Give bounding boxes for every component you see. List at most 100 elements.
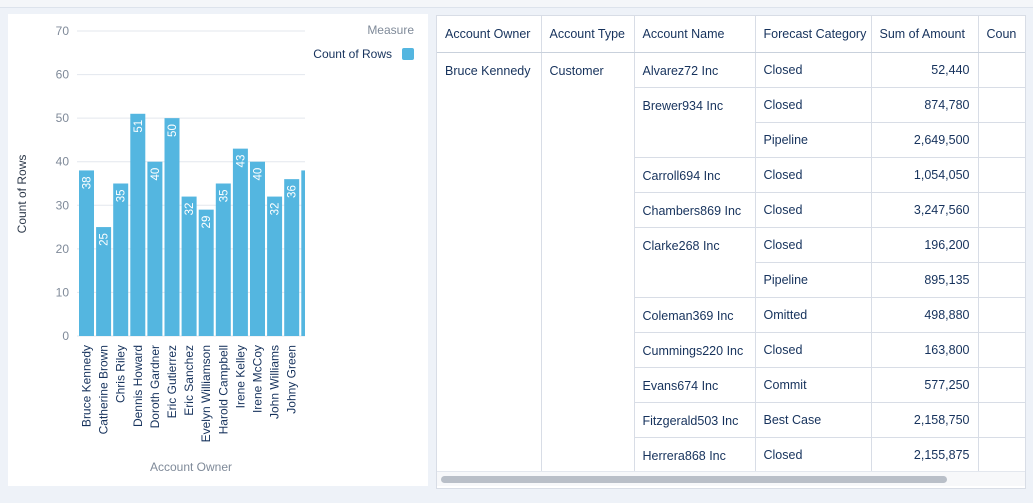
cell-account-name: Clarke268 Inc	[634, 227, 756, 298]
x-tick-label: Johny Green	[285, 345, 299, 414]
column-header[interactable]: Account Owner	[437, 16, 542, 53]
chart-bar	[198, 209, 214, 336]
cell-account-name: Herrera868 Inc	[634, 437, 756, 473]
cell-sum-of-amount: 577,250	[871, 367, 979, 403]
table-row[interactable]: Chambers869 Inc Closed 3,247,560	[437, 192, 1025, 228]
column-header[interactable]: Account Type	[541, 16, 635, 53]
cell-sum-of-amount: 3,247,560	[871, 192, 979, 228]
bar-value-label: 35	[218, 190, 230, 203]
data-table-panel: Account Owner Account Type Account Name For…	[436, 15, 1026, 489]
cell-count	[978, 157, 1025, 193]
cell-forecast-category: Closed	[755, 52, 872, 88]
chart-bar	[301, 170, 305, 336]
x-tick-label: Doroth Gardner	[148, 345, 162, 428]
chart-bar	[232, 148, 248, 336]
column-header[interactable]: Coun	[978, 16, 1025, 53]
cell-sum-of-amount: 52,440	[871, 52, 979, 88]
cell-forecast-category: Closed	[755, 332, 872, 368]
top-strip	[0, 0, 1033, 8]
table-row[interactable]: Coleman369 Inc Omitted 498,880	[437, 297, 1025, 333]
x-tick-label: Bruce Kennedy	[80, 345, 94, 427]
x-tick-label: Catherine Brown	[97, 345, 111, 434]
cell-sum-of-amount: 1,054,050	[871, 157, 979, 193]
table-row[interactable]: Evans674 Inc Commit 577,250	[437, 367, 1025, 403]
cell-account-name: Cummings220 Inc	[634, 332, 756, 368]
chart-bar	[284, 179, 300, 336]
bar-value-label: 29	[201, 216, 213, 229]
cell-count	[978, 52, 1025, 88]
chart-bar	[181, 196, 197, 336]
chart-bar	[267, 196, 283, 336]
bar-value-label: 40	[253, 168, 265, 181]
legend-title: Measure	[367, 23, 414, 37]
column-header[interactable]: Forecast Category	[755, 16, 872, 53]
y-tick-label: 40	[56, 155, 70, 169]
column-header[interactable]: Account Name	[634, 16, 756, 53]
x-tick-label: Harold Campbell	[216, 345, 230, 434]
bar-value-label: 51	[133, 120, 145, 133]
bar-value-label: 35	[116, 190, 128, 203]
cell-account-type: Customer	[541, 52, 635, 472]
cell-account-name: Evans674 Inc	[634, 367, 756, 403]
y-tick-label: 60	[56, 68, 70, 82]
legend-swatch	[402, 48, 414, 60]
bar-value-label: 36	[287, 185, 299, 198]
cell-count	[978, 402, 1025, 438]
y-axis-label: Count of Rows	[15, 155, 29, 234]
cell-account-name: Carroll694 Inc	[634, 157, 756, 193]
cell-forecast-category: Pipeline	[755, 262, 872, 298]
cell-sum-of-amount: 874,780	[871, 87, 979, 123]
cell-account-name: Coleman369 Inc	[634, 297, 756, 333]
cell-count	[978, 227, 1025, 263]
y-tick-label: 50	[56, 111, 70, 125]
table-header-row: Account Owner Account Type Account Name For…	[437, 16, 1025, 53]
cell-sum-of-amount: 2,155,875	[871, 437, 979, 473]
cell-count	[978, 367, 1025, 403]
bar-value-label: 50	[167, 124, 179, 137]
column-header[interactable]: Sum of Amount	[871, 16, 979, 53]
scrollbar-thumb[interactable]	[441, 476, 947, 483]
cell-forecast-category: Commit	[755, 367, 872, 403]
x-tick-label: John Williams	[268, 345, 282, 419]
bar-value-label: 32	[270, 203, 282, 216]
chart-bar	[79, 170, 94, 336]
cell-account-name: Chambers869 Inc	[634, 192, 756, 228]
table-row[interactable]: Clarke268 Inc Closed 196,200	[437, 227, 1025, 298]
table-row[interactable]: Bruce Kennedy Customer Alvarez72 Inc Closed…	[437, 52, 1025, 472]
cell-forecast-category: Closed	[755, 227, 872, 263]
cell-forecast-category: Closed	[755, 157, 872, 193]
cell-account-owner: Bruce Kennedy	[437, 52, 542, 472]
chart-bar	[130, 113, 146, 337]
table-row[interactable]: Cummings220 Inc Closed 163,800	[437, 332, 1025, 368]
x-tick-label: Eric Gutierrez	[165, 345, 179, 418]
x-tick-label: Chris Riley	[114, 345, 128, 403]
cell-forecast-category: Pipeline	[755, 122, 872, 158]
y-tick-label: 10	[56, 285, 70, 299]
cell-forecast-category: Omitted	[755, 297, 872, 333]
y-tick-label: 70	[56, 24, 70, 38]
table-row[interactable]: Brewer934 Inc Closed 874,780	[437, 87, 1025, 158]
cell-count	[978, 262, 1025, 298]
bar-value-label: 32	[184, 203, 196, 216]
cell-account-name: Fitzgerald503 Inc	[634, 402, 756, 438]
bar-chart: 0 10 20 30 40 50 60 70 Count of Rows Account Owne…	[15, 23, 414, 474]
table-row[interactable]: Pipeline 895,135	[437, 262, 1025, 298]
y-tick-label: 20	[56, 242, 70, 256]
table-row[interactable]: Carroll694 Inc Closed 1,054,050	[437, 157, 1025, 193]
bar-value-label: 40	[150, 168, 162, 181]
cell-account-name: Brewer934 Inc	[634, 87, 756, 158]
table-row[interactable]: Fitzgerald503 Inc Best Case 2,158,750	[437, 402, 1025, 438]
cell-sum-of-amount: 196,200	[871, 227, 979, 263]
x-tick-label: Evelyn Williamson	[199, 345, 213, 442]
x-tick-label: Dennis Howard	[131, 345, 145, 427]
cell-account-name: Alvarez72 Inc	[634, 52, 756, 88]
chart-bar	[250, 161, 265, 336]
y-tick-label: 30	[56, 198, 70, 212]
table-row[interactable]: Pipeline 2,649,500	[437, 122, 1025, 158]
cell-forecast-category: Closed	[755, 437, 872, 473]
cell-count	[978, 122, 1025, 158]
table-row[interactable]: Herrera868 Inc Closed 2,155,875	[437, 437, 1025, 473]
horizontal-scrollbar[interactable]	[437, 471, 1025, 486]
cell-count	[978, 297, 1025, 333]
cell-count	[978, 332, 1025, 368]
